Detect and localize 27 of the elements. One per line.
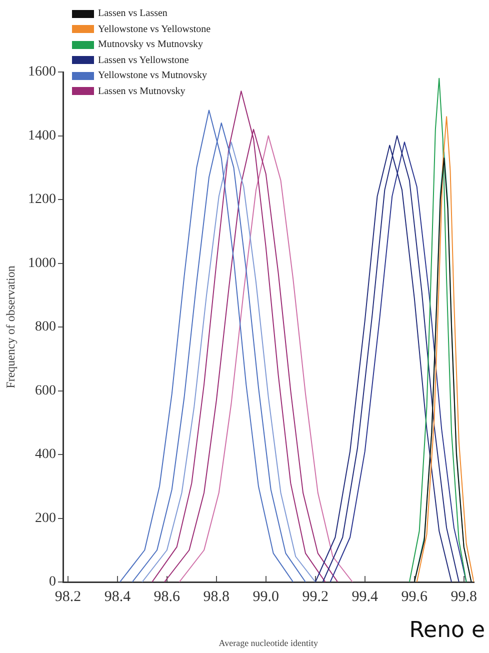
x-tick-label: 98.8 (203, 588, 230, 605)
legend-label: Yellowstone vs Yellowstone (98, 22, 211, 36)
y-tick-label: 200 (35, 510, 56, 526)
legend-label: Lassen vs Yellowstone (98, 54, 189, 68)
x-tick-label: 99.8 (450, 588, 477, 605)
x-tick-label: 98.4 (104, 588, 132, 605)
x-tick-label: 99.0 (252, 588, 280, 605)
legend-label: Lassen vs Lassen (98, 7, 168, 21)
y-tick-label: 600 (35, 383, 56, 398)
legend-label: Lassen vs Mutnovsky (98, 84, 186, 98)
y-tick-label: 1400 (28, 128, 56, 144)
y-tick-label: 1000 (28, 256, 56, 271)
x-axis-title: Average nucleotide identity (218, 638, 319, 648)
y-tick-label: 800 (35, 320, 56, 335)
y-tick-label: 1600 (28, 64, 56, 80)
x-tick-label: 99.4 (352, 588, 379, 605)
x-tick-label: 98.2 (54, 588, 82, 605)
y-axis-title: Frequency of observation (3, 266, 18, 388)
x-tick-label: 98.6 (154, 588, 181, 605)
y-tick-label: 1200 (28, 192, 56, 208)
x-tick-label: 99.6 (401, 588, 428, 605)
y-tick-label: 400 (35, 447, 56, 462)
x-tick-label: 99.2 (302, 588, 329, 605)
text: Reno e (409, 618, 485, 643)
y-tick-label: 0 (49, 574, 56, 590)
legend-label: Mutnovsky vs Mutnovsky (98, 38, 204, 52)
legend-label: Yellowstone vs Mutnovsky (98, 69, 207, 83)
